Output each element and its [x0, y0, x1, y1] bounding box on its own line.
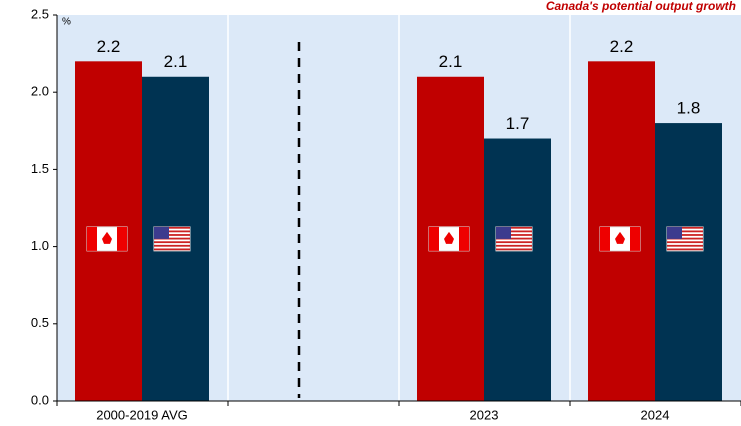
- us-flag: [153, 226, 191, 252]
- y-tick-label: 1.0: [31, 238, 49, 253]
- y-tick-label: 2.0: [31, 84, 49, 99]
- bar: [655, 123, 722, 401]
- value-label: 2.1: [439, 52, 463, 71]
- bar: [484, 138, 551, 401]
- ca-flag: [428, 226, 470, 252]
- y-tick-label: 0.5: [31, 315, 49, 330]
- ca-flag: [86, 226, 128, 252]
- y-tick-label: 0.0: [31, 392, 49, 407]
- x-tick-label: 2000-2019 AVG: [96, 407, 188, 422]
- y-tick-label: 2.5: [31, 6, 49, 21]
- y-tick-label: 1.5: [31, 161, 49, 176]
- us-flag: [666, 226, 704, 252]
- value-label: 2.1: [164, 52, 188, 71]
- value-label: 2.2: [610, 37, 634, 56]
- chart-title: Canada's potential output growth: [546, 0, 736, 13]
- us-flag: [495, 226, 533, 252]
- ca-flag: [599, 226, 641, 252]
- value-label: 2.2: [97, 37, 121, 56]
- x-tick-label: 2023: [470, 407, 499, 422]
- y-axis-unit: %: [62, 17, 71, 28]
- value-label: 1.8: [677, 99, 701, 118]
- x-tick-label: 2024: [641, 407, 670, 422]
- value-label: 1.7: [506, 114, 530, 133]
